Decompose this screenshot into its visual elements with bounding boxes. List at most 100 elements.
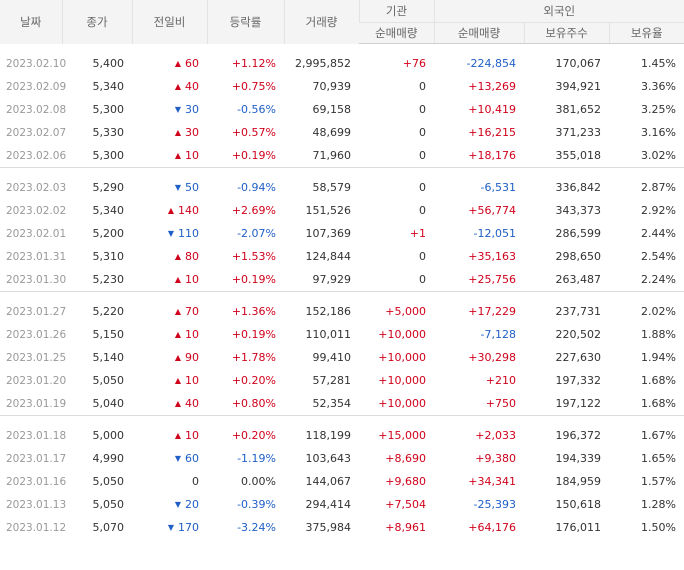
foreign-net-cell: +34,341 xyxy=(468,475,516,488)
volume-cell: 124,844 xyxy=(305,250,352,263)
foreign-holdings-cell: 355,018 xyxy=(555,149,602,162)
foreign-ratio-cell: 1.50% xyxy=(641,521,676,534)
table-row: 2023.02.03 5,290 ▼ 50 -0.94% 58,579 0 -6,531 336… xyxy=(0,176,684,199)
arrow-up-icon: ▲ xyxy=(174,353,181,362)
foreign-ratio-cell: 1.65% xyxy=(641,452,676,465)
foreign-holdings-cell: 196,372 xyxy=(555,429,602,442)
foreign-ratio-cell: 1.57% xyxy=(641,475,676,488)
date-cell: 2023.01.13 xyxy=(6,498,67,511)
table-row: 2023.01.16 5,050 0 0.00% 144,067 +9,680 +34,34… xyxy=(0,470,684,493)
header-inst-net[interactable]: 순매매량 xyxy=(359,22,434,44)
header-change[interactable]: 전일비 xyxy=(131,0,207,44)
rate-cell: +0.57% xyxy=(231,126,276,139)
rate-cell: -0.56% xyxy=(237,103,276,116)
table-row: 2023.01.25 5,140 ▲ 90 +1.78% 99,410 +10,000 +30… xyxy=(0,346,684,369)
volume-cell: 118,199 xyxy=(305,429,352,442)
institution-net-cell: +76 xyxy=(402,57,426,70)
date-cell: 2023.02.08 xyxy=(6,103,67,116)
table-row: 2023.01.30 5,230 ▲ 10 +0.19% 97,929 0 +25,756 26… xyxy=(0,268,684,292)
group-gap xyxy=(0,168,684,176)
rate-cell: +0.19% xyxy=(231,273,276,286)
close-cell: 5,310 xyxy=(92,250,125,263)
date-cell: 2023.02.06 xyxy=(6,149,67,162)
change-cell: ▲ 10 xyxy=(132,369,207,392)
volume-cell: 52,354 xyxy=(312,397,352,410)
foreign-holdings-cell: 263,487 xyxy=(555,273,602,286)
rate-cell: -3.24% xyxy=(237,521,276,534)
institution-net-cell: +8,690 xyxy=(385,452,426,465)
group-gap xyxy=(0,416,684,424)
change-value: 10 xyxy=(185,273,199,286)
table-row: 2023.02.06 5,300 ▲ 10 +0.19% 71,960 0 +18,176 35… xyxy=(0,144,684,168)
foreign-ratio-cell: 3.25% xyxy=(641,103,676,116)
header-date[interactable]: 날짜 xyxy=(0,0,62,44)
date-cell: 2023.02.01 xyxy=(6,227,67,240)
arrow-down-icon: ▼ xyxy=(167,523,174,532)
volume-cell: 144,067 xyxy=(305,475,352,488)
foreign-holdings-cell: 237,731 xyxy=(555,305,602,318)
foreign-ratio-cell: 3.16% xyxy=(641,126,676,139)
volume-cell: 99,410 xyxy=(312,351,352,364)
foreign-holdings-cell: 381,652 xyxy=(555,103,602,116)
arrow-up-icon: ▲ xyxy=(174,376,181,385)
institution-net-cell: +5,000 xyxy=(385,305,426,318)
change-cell: ▲ 90 xyxy=(132,346,207,369)
change-cell: ▼ 30 xyxy=(132,98,207,121)
foreign-ratio-cell: 2.87% xyxy=(641,181,676,194)
foreign-net-cell: +64,176 xyxy=(468,521,516,534)
table-row: 2023.01.12 5,070 ▼ 170 -3.24% 375,984 +8,961 +6… xyxy=(0,516,684,539)
change-value: 20 xyxy=(185,498,199,511)
volume-cell: 151,526 xyxy=(305,204,352,217)
arrow-up-icon: ▲ xyxy=(174,431,181,440)
separator-line xyxy=(0,291,684,292)
close-cell: 5,330 xyxy=(92,126,125,139)
foreign-net-cell: +10,419 xyxy=(468,103,516,116)
change-cell: ▲ 10 xyxy=(132,144,207,168)
institution-net-cell: +15,000 xyxy=(378,429,426,442)
arrow-down-icon: ▼ xyxy=(174,105,181,114)
foreign-holdings-cell: 336,842 xyxy=(555,181,602,194)
rate-cell: +0.19% xyxy=(231,149,276,162)
header-foreign-ratio[interactable]: 보유율 xyxy=(608,22,684,44)
table-row: 2023.02.09 5,340 ▲ 40 +0.75% 70,939 0 +13,269 39… xyxy=(0,75,684,98)
table-row: 2023.01.20 5,050 ▲ 10 +0.20% 57,281 +10,000 +21… xyxy=(0,369,684,392)
change-cell: ▼ 170 xyxy=(132,516,207,539)
date-cell: 2023.01.19 xyxy=(6,397,67,410)
table-row: 2023.02.01 5,200 ▼ 110 -2.07% 107,369 +1 -12,05… xyxy=(0,222,684,245)
close-cell: 5,040 xyxy=(92,397,125,410)
foreign-net-cell: +30,298 xyxy=(468,351,516,364)
close-cell: 5,290 xyxy=(92,181,125,194)
header-rate[interactable]: 등락률 xyxy=(206,0,284,44)
foreign-ratio-cell: 1.68% xyxy=(641,374,676,387)
arrow-up-icon: ▲ xyxy=(174,399,181,408)
foreign-holdings-cell: 227,630 xyxy=(555,351,602,364)
gap-cell xyxy=(0,44,684,53)
institution-net-cell: +8,961 xyxy=(385,521,426,534)
foreign-ratio-cell: 2.44% xyxy=(641,227,676,240)
rate-cell: 0.00% xyxy=(241,475,276,488)
arrow-down-icon: ▼ xyxy=(174,454,181,463)
institution-net-cell: 0 xyxy=(419,103,426,116)
institution-net-cell: +7,504 xyxy=(385,498,426,511)
change-value: 0 xyxy=(192,475,199,488)
foreign-net-cell: +16,215 xyxy=(468,126,516,139)
header-foreign-holdings[interactable]: 보유주수 xyxy=(523,22,609,44)
date-cell: 2023.01.20 xyxy=(6,374,67,387)
change-cell: ▲ 60 xyxy=(132,52,207,75)
volume-cell: 107,369 xyxy=(305,227,352,240)
change-cell: ▼ 50 xyxy=(132,176,207,199)
table-row: 2023.01.19 5,040 ▲ 40 +0.80% 52,354 +10,000 +75… xyxy=(0,392,684,416)
institution-net-cell: +10,000 xyxy=(378,351,426,364)
header-volume[interactable]: 거래량 xyxy=(283,0,359,44)
header-close[interactable]: 종가 xyxy=(61,0,132,44)
foreign-net-cell: +750 xyxy=(485,397,516,410)
foreign-holdings-cell: 176,011 xyxy=(555,521,602,534)
change-value: 40 xyxy=(185,397,199,410)
rate-cell: +0.80% xyxy=(231,397,276,410)
date-cell: 2023.02.07 xyxy=(6,126,67,139)
header-foreign-net[interactable]: 순매매량 xyxy=(433,22,524,44)
institution-net-cell: +10,000 xyxy=(378,397,426,410)
institution-net-cell: 0 xyxy=(419,181,426,194)
change-value: 60 xyxy=(185,452,199,465)
foreign-holdings-cell: 220,502 xyxy=(555,328,602,341)
